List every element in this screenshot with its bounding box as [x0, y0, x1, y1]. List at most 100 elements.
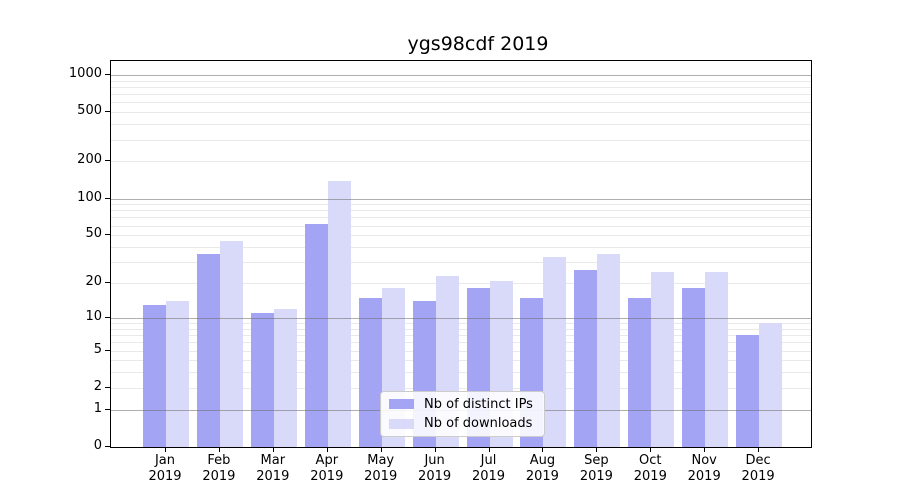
x-tick-label-oct: Oct 2019: [623, 453, 677, 485]
x-tick-year: 2019: [418, 469, 452, 484]
y-tick-label: 1: [93, 400, 102, 416]
x-tick-mark: [380, 447, 382, 452]
minor-gridline: [111, 235, 811, 237]
bar-sep-series1: [597, 254, 621, 447]
minor-gridline: [111, 262, 811, 264]
x-tick-mark: [704, 447, 706, 452]
x-tick-year: 2019: [525, 469, 559, 484]
x-tick-month: May: [367, 453, 395, 468]
bar-mar-series1: [273, 308, 297, 447]
legend-entry: Nb of distinct IPs: [389, 396, 536, 413]
minor-gridline: [111, 80, 811, 82]
y-tick-mark: [105, 349, 110, 351]
bar-jan-series0: [143, 304, 166, 447]
y-tick-label: 1000: [68, 65, 102, 81]
x-tick-label-mar: Mar 2019: [246, 453, 300, 485]
x-tick-mark: [650, 447, 652, 452]
plot-area: Nb of distinct IPs Nb of downloads: [110, 60, 812, 448]
x-tick-label-apr: Apr 2019: [300, 453, 354, 485]
bar-jan-series1: [166, 301, 189, 447]
x-tick-mark: [326, 447, 328, 452]
y-tick-mark: [105, 197, 110, 199]
x-tick-month: Sep: [584, 453, 609, 468]
minor-gridline: [111, 328, 811, 330]
major-gridline: [111, 74, 811, 76]
bar-apr-series0: [304, 223, 328, 447]
minor-gridline: [111, 204, 811, 206]
x-tick-mark: [542, 447, 544, 452]
minor-gridline: [111, 86, 811, 88]
y-tick-mark: [105, 73, 110, 75]
chart-title: ygs98cdf 2019: [407, 33, 549, 55]
x-tick-month: Aug: [529, 453, 556, 468]
x-tick-label-feb: Feb 2019: [192, 453, 246, 485]
x-tick-label-sep: Sep 2019: [569, 453, 623, 485]
minor-gridline: [111, 112, 811, 114]
x-tick-month: Dec: [745, 453, 771, 468]
x-tick-year: 2019: [256, 469, 290, 484]
x-tick-year: 2019: [202, 469, 236, 484]
bar-nov-series0: [682, 288, 706, 447]
legend-label: Nb of downloads: [424, 416, 533, 432]
minor-gridline: [111, 161, 811, 163]
y-tick-label: 200: [77, 152, 102, 168]
bar-feb-series1: [219, 240, 243, 447]
minor-gridline: [111, 247, 811, 248]
minor-gridline: [111, 323, 811, 324]
legend-swatch: [389, 399, 414, 410]
bar-dec-series0: [736, 335, 760, 447]
x-tick-month: Feb: [207, 453, 231, 468]
minor-gridline: [111, 372, 811, 374]
x-tick-mark: [596, 447, 598, 452]
x-tick-year: 2019: [633, 469, 667, 484]
bar-dec-series1: [759, 323, 783, 447]
x-tick-mark: [488, 447, 490, 452]
y-tick-label: 10: [85, 308, 102, 324]
bar-oct-series0: [628, 297, 652, 447]
x-tick-year: 2019: [579, 469, 613, 484]
x-tick-label-jul: Jul 2019: [462, 453, 516, 485]
minor-gridline: [111, 283, 811, 284]
legend: Nb of distinct IPs Nb of downloads: [380, 391, 545, 437]
x-tick-label-nov: Nov 2019: [677, 453, 731, 485]
bar-sep-series0: [574, 269, 598, 447]
x-tick-year: 2019: [687, 469, 721, 484]
y-tick-label: 50: [85, 226, 102, 242]
bar-feb-series0: [196, 254, 220, 447]
x-tick-mark: [434, 447, 436, 452]
y-tick-label: 0: [93, 438, 102, 453]
y-tick-label: 500: [77, 103, 102, 119]
x-tick-mark: [165, 447, 166, 452]
x-tick-month: Oct: [639, 453, 662, 468]
x-tick-mark: [758, 447, 760, 452]
x-tick-mark: [272, 447, 274, 452]
x-tick-month: Mar: [260, 453, 286, 468]
y-tick-mark: [105, 282, 110, 283]
bar-nov-series1: [705, 271, 729, 447]
y-tick-mark: [105, 446, 110, 447]
minor-gridline: [111, 350, 811, 352]
bar-oct-series1: [651, 271, 675, 447]
minor-gridline: [111, 210, 811, 212]
x-tick-year: 2019: [741, 469, 775, 484]
y-tick-label: 2: [93, 378, 102, 394]
x-tick-label-may: May 2019: [354, 453, 408, 485]
minor-gridline: [111, 335, 811, 336]
x-tick-month: Jul: [480, 453, 497, 468]
y-tick-mark: [105, 234, 110, 236]
bar-mar-series0: [250, 313, 274, 447]
y-tick-label: 100: [77, 189, 102, 205]
y-tick-mark: [105, 316, 110, 318]
x-tick-label-jun: Jun 2019: [408, 453, 462, 485]
y-tick-mark: [105, 386, 110, 388]
minor-gridline: [111, 94, 811, 96]
x-tick-month: Jan: [154, 453, 176, 468]
bar-may-series0: [358, 297, 382, 447]
y-tick-mark: [105, 160, 110, 162]
minor-gridline: [111, 225, 811, 227]
x-tick-year: 2019: [364, 469, 398, 484]
major-gridline: [111, 317, 811, 319]
x-tick-month: Nov: [691, 453, 717, 468]
x-tick-label-jan: Jan 2019: [138, 453, 192, 485]
